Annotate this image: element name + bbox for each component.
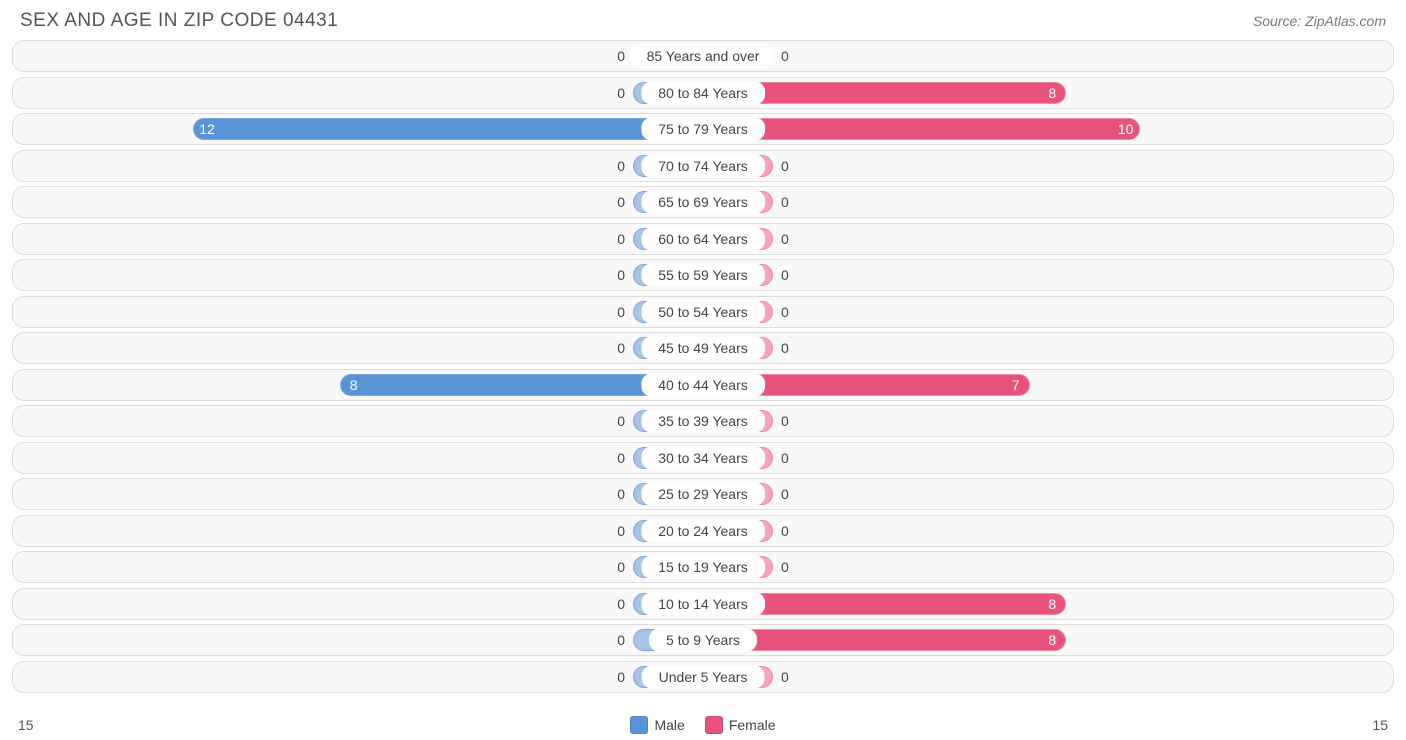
age-group-label: 25 to 29 Years xyxy=(641,482,765,506)
legend-swatch-female xyxy=(705,716,723,734)
axis-max-right: 15 xyxy=(1372,717,1388,733)
male-value: 0 xyxy=(617,85,625,101)
age-group-label: 85 Years and over xyxy=(630,44,777,68)
age-group-label: 30 to 34 Years xyxy=(641,446,765,470)
male-bar xyxy=(193,118,703,140)
female-value: 0 xyxy=(781,523,789,539)
pyramid-row: 65 to 69 Years 0 0 xyxy=(12,186,1394,218)
pyramid-row: 5 to 9 Years 0 8 xyxy=(12,624,1394,656)
female-bar xyxy=(703,629,1066,651)
age-group-label: 10 to 14 Years xyxy=(641,592,765,616)
age-group-label: 15 to 19 Years xyxy=(641,555,765,579)
female-value: 10 xyxy=(1118,121,1134,137)
legend-item-male: Male xyxy=(630,716,684,734)
pyramid-row: 30 to 34 Years 0 0 xyxy=(12,442,1394,474)
male-value: 0 xyxy=(617,158,625,174)
male-value: 0 xyxy=(617,340,625,356)
legend-item-female: Female xyxy=(705,716,776,734)
female-value: 0 xyxy=(781,231,789,247)
pyramid-row: 35 to 39 Years 0 0 xyxy=(12,405,1394,437)
chart-title: SEX AND AGE IN ZIP CODE 04431 xyxy=(20,10,338,32)
male-value: 0 xyxy=(617,267,625,283)
age-group-label: 55 to 59 Years xyxy=(641,263,765,287)
age-group-label: 75 to 79 Years xyxy=(641,117,765,141)
female-value: 0 xyxy=(781,304,789,320)
female-value: 0 xyxy=(781,486,789,502)
legend-swatch-male xyxy=(630,716,648,734)
age-group-label: 35 to 39 Years xyxy=(641,409,765,433)
age-group-label: 60 to 64 Years xyxy=(641,227,765,251)
pyramid-row: 10 to 14 Years 0 8 xyxy=(12,588,1394,620)
female-value: 8 xyxy=(1048,596,1056,612)
age-group-label: 65 to 69 Years xyxy=(641,190,765,214)
pyramid-row: 15 to 19 Years 0 0 xyxy=(12,551,1394,583)
female-value: 8 xyxy=(1048,85,1056,101)
pyramid-row: 60 to 64 Years 0 0 xyxy=(12,223,1394,255)
pyramid-row: 55 to 59 Years 0 0 xyxy=(12,259,1394,291)
male-value: 0 xyxy=(617,231,625,247)
female-value: 0 xyxy=(781,669,789,685)
legend-label-female: Female xyxy=(729,717,776,733)
female-value: 0 xyxy=(781,450,789,466)
male-value: 0 xyxy=(617,596,625,612)
male-value: 0 xyxy=(617,486,625,502)
legend: Male Female xyxy=(630,716,775,734)
legend-label-male: Male xyxy=(654,717,684,733)
male-value: 0 xyxy=(617,48,625,64)
female-bar xyxy=(703,118,1140,140)
male-value: 0 xyxy=(617,632,625,648)
female-value: 8 xyxy=(1048,632,1056,648)
pyramid-row: 50 to 54 Years 0 0 xyxy=(12,296,1394,328)
chart-footer: 15 Male Female 15 xyxy=(0,716,1406,734)
pyramid-row: 80 to 84 Years 0 8 xyxy=(12,77,1394,109)
male-value: 0 xyxy=(617,669,625,685)
age-group-label: 20 to 24 Years xyxy=(641,519,765,543)
pyramid-row: 25 to 29 Years 0 0 xyxy=(12,478,1394,510)
male-value: 0 xyxy=(617,450,625,466)
chart-area: 85 Years and over0080 to 84 Years0875 to… xyxy=(0,40,1406,695)
pyramid-row: Under 5 Years 0 0 xyxy=(12,661,1394,693)
male-value: 8 xyxy=(350,377,358,393)
female-value: 0 xyxy=(781,158,789,174)
axis-max-left: 15 xyxy=(18,717,34,733)
female-value: 0 xyxy=(781,559,789,575)
age-group-label: 80 to 84 Years xyxy=(641,81,765,105)
pyramid-row: 20 to 24 Years 0 0 xyxy=(12,515,1394,547)
age-group-label: 50 to 54 Years xyxy=(641,300,765,324)
female-value: 0 xyxy=(781,413,789,429)
chart-source: Source: ZipAtlas.com xyxy=(1253,13,1386,29)
pyramid-row: 85 Years and over00 xyxy=(12,40,1394,72)
male-value: 0 xyxy=(617,523,625,539)
pyramid-row: 40 to 44 Years 8 7 xyxy=(12,369,1394,401)
age-group-label: 70 to 74 Years xyxy=(641,154,765,178)
female-value: 0 xyxy=(781,48,789,64)
male-value: 0 xyxy=(617,194,625,210)
pyramid-row: 70 to 74 Years 0 0 xyxy=(12,150,1394,182)
female-value: 0 xyxy=(781,194,789,210)
pyramid-row: 75 to 79 Years 12 10 xyxy=(12,113,1394,145)
age-group-label: 45 to 49 Years xyxy=(641,336,765,360)
pyramid-row: 45 to 49 Years 0 0 xyxy=(12,332,1394,364)
female-value: 0 xyxy=(781,267,789,283)
female-value: 7 xyxy=(1012,377,1020,393)
age-group-label: Under 5 Years xyxy=(642,665,765,689)
age-group-label: 5 to 9 Years xyxy=(649,628,757,652)
chart-header: SEX AND AGE IN ZIP CODE 04431 Source: Zi… xyxy=(0,0,1406,40)
male-value: 12 xyxy=(199,121,215,137)
male-value: 0 xyxy=(617,413,625,429)
age-group-label: 40 to 44 Years xyxy=(641,373,765,397)
male-value: 0 xyxy=(617,559,625,575)
female-value: 0 xyxy=(781,340,789,356)
male-value: 0 xyxy=(617,304,625,320)
